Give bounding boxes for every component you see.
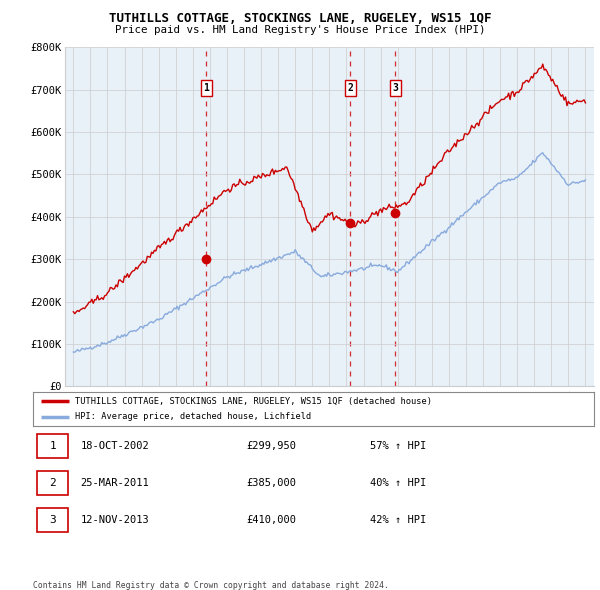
FancyBboxPatch shape [37,471,68,495]
FancyBboxPatch shape [37,434,68,458]
FancyBboxPatch shape [37,509,68,532]
Text: 57% ↑ HPI: 57% ↑ HPI [370,441,426,451]
Text: 12-NOV-2013: 12-NOV-2013 [80,516,149,525]
Text: 2: 2 [347,83,353,93]
Text: 2: 2 [50,478,56,488]
Text: 3: 3 [50,516,56,525]
Text: £299,950: £299,950 [246,441,296,451]
Text: £385,000: £385,000 [246,478,296,488]
Text: Contains HM Land Registry data © Crown copyright and database right 2024.
This d: Contains HM Land Registry data © Crown c… [33,581,389,590]
Text: TUTHILLS COTTAGE, STOCKINGS LANE, RUGELEY, WS15 1QF (detached house): TUTHILLS COTTAGE, STOCKINGS LANE, RUGELE… [75,396,432,405]
Text: £410,000: £410,000 [246,516,296,525]
Text: 1: 1 [50,441,56,451]
Text: 40% ↑ HPI: 40% ↑ HPI [370,478,426,488]
Text: 42% ↑ HPI: 42% ↑ HPI [370,516,426,525]
Text: 1: 1 [203,83,209,93]
Text: 18-OCT-2002: 18-OCT-2002 [80,441,149,451]
Text: 25-MAR-2011: 25-MAR-2011 [80,478,149,488]
Text: Price paid vs. HM Land Registry's House Price Index (HPI): Price paid vs. HM Land Registry's House … [115,25,485,35]
Text: TUTHILLS COTTAGE, STOCKINGS LANE, RUGELEY, WS15 1QF: TUTHILLS COTTAGE, STOCKINGS LANE, RUGELE… [109,12,491,25]
Text: HPI: Average price, detached house, Lichfield: HPI: Average price, detached house, Lich… [75,412,311,421]
Text: 3: 3 [392,83,398,93]
